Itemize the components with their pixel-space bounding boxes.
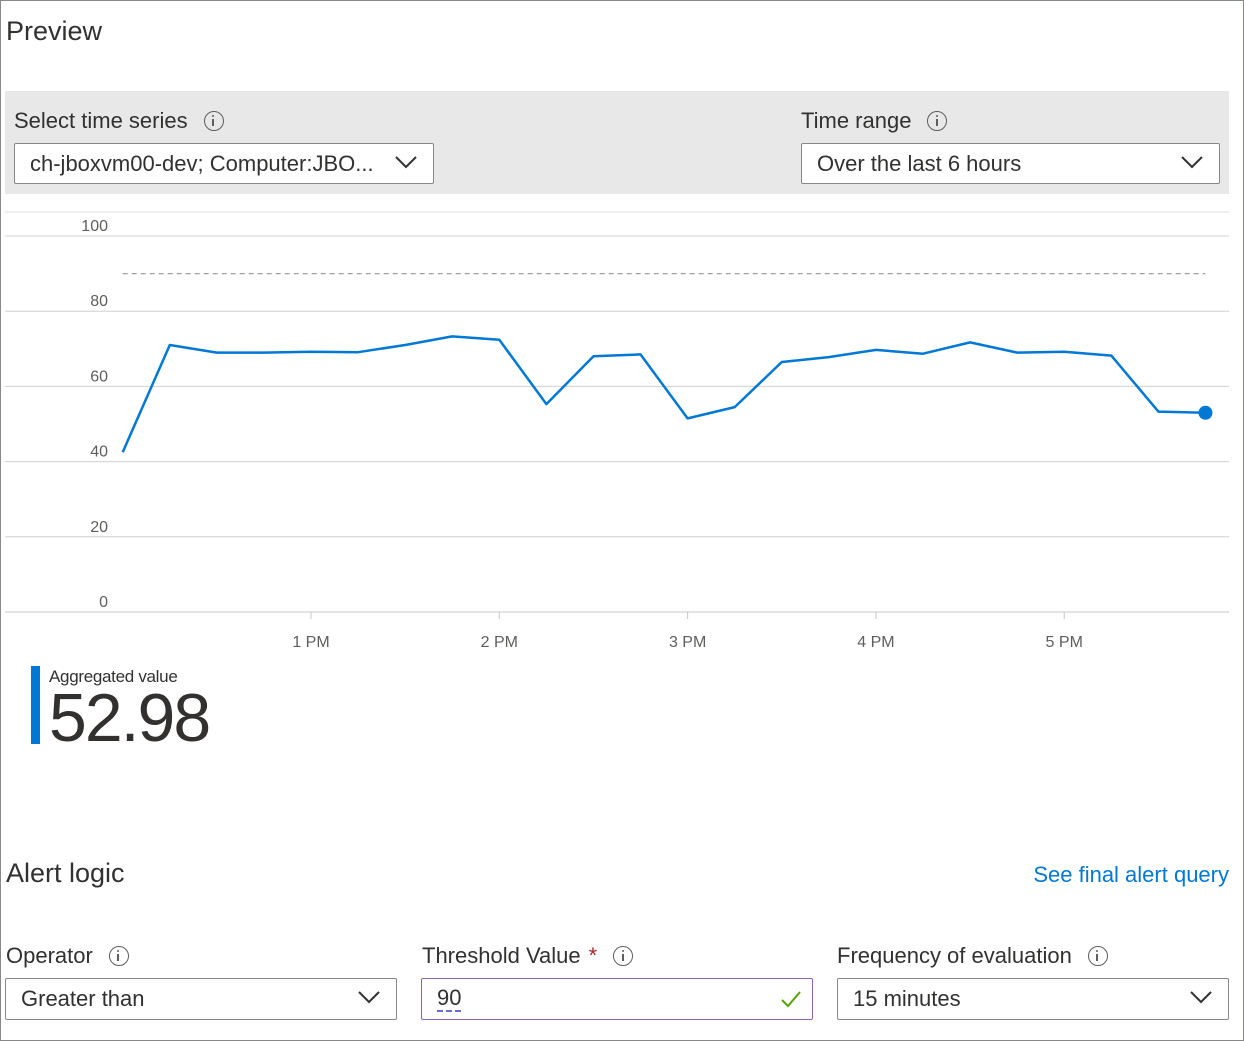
y-tick-label: 0 xyxy=(99,594,108,611)
y-tick-label: 40 xyxy=(90,444,108,461)
time-series-dropdown[interactable]: ch-jboxvm00-dev; Computer:JBO... xyxy=(14,143,434,184)
aggregated-value-label: Aggregated value xyxy=(49,667,178,686)
frequency-dropdown[interactable]: 15 minutes xyxy=(837,978,1229,1020)
chevron-down-icon xyxy=(1190,991,1212,1004)
time-series-dropdown-value: ch-jboxvm00-dev; Computer:JBO... xyxy=(30,150,374,176)
frequency-dropdown-value: 15 minutes xyxy=(853,986,961,1011)
chevron-down-icon xyxy=(358,991,380,1004)
metric-line-chart: 100 80 60 40 20 0 1 PM 2 PM 3 PM 4 PM 5 PM xyxy=(5,211,1229,651)
x-axis-ticks: 1 PM 2 PM 3 PM 4 PM 5 PM xyxy=(292,612,1083,651)
operator-label-text: Operator xyxy=(6,943,93,968)
series-layer xyxy=(121,335,1213,453)
info-icon[interactable] xyxy=(108,946,129,966)
x-tick-label: 1 PM xyxy=(292,634,329,651)
y-axis-ticks: 100 80 60 40 20 0 xyxy=(81,218,108,611)
y-tick-label: 100 xyxy=(81,218,108,235)
last-point-marker xyxy=(1198,405,1213,420)
chevron-down-icon xyxy=(395,156,417,169)
y-tick-label: 80 xyxy=(90,293,108,310)
threshold-value-text: 90 xyxy=(437,985,462,1012)
required-asterisk: * xyxy=(588,943,598,968)
time-range-dropdown-value: Over the last 6 hours xyxy=(817,150,1022,176)
see-final-alert-query-link[interactable]: See final alert query xyxy=(1033,862,1229,887)
select-time-series-label-text: Select time series xyxy=(14,108,188,133)
time-range-dropdown[interactable]: Over the last 6 hours xyxy=(801,143,1220,184)
y-tick-label: 60 xyxy=(90,368,108,385)
chart-grid xyxy=(5,235,1229,613)
aggregated-value-number: 52.98 xyxy=(49,680,211,756)
x-tick-label: 2 PM xyxy=(481,634,518,651)
frequency-label-text: Frequency of evaluation xyxy=(837,943,1072,968)
info-icon[interactable] xyxy=(203,111,224,131)
info-icon[interactable] xyxy=(613,946,634,966)
threshold-value-label-text: Threshold Value xyxy=(422,943,581,968)
alert-logic-title: Alert logic xyxy=(6,858,125,888)
time-range-label-text: Time range xyxy=(801,108,912,133)
time-range-label: Time range xyxy=(801,108,948,134)
series-line xyxy=(121,335,1206,453)
frequency-label: Frequency of evaluation xyxy=(837,943,1108,969)
checkmark-icon xyxy=(781,991,801,1008)
y-tick-label: 20 xyxy=(90,519,108,536)
x-tick-label: 5 PM xyxy=(1046,634,1083,651)
info-icon[interactable] xyxy=(927,111,948,131)
threshold-value-label: Threshold Value * xyxy=(422,943,634,969)
aggregated-value-accent-bar xyxy=(31,666,40,744)
x-tick-label: 4 PM xyxy=(857,634,894,651)
operator-label: Operator xyxy=(6,943,129,969)
preview-title: Preview xyxy=(6,16,103,46)
chevron-down-icon xyxy=(1181,156,1203,169)
select-time-series-label: Select time series xyxy=(14,108,224,134)
info-icon[interactable] xyxy=(1087,946,1108,966)
operator-dropdown[interactable]: Greater than xyxy=(5,978,397,1020)
operator-dropdown-value: Greater than xyxy=(21,986,145,1011)
x-tick-label: 3 PM xyxy=(669,634,706,651)
threshold-value-input[interactable]: 90 xyxy=(421,978,813,1020)
